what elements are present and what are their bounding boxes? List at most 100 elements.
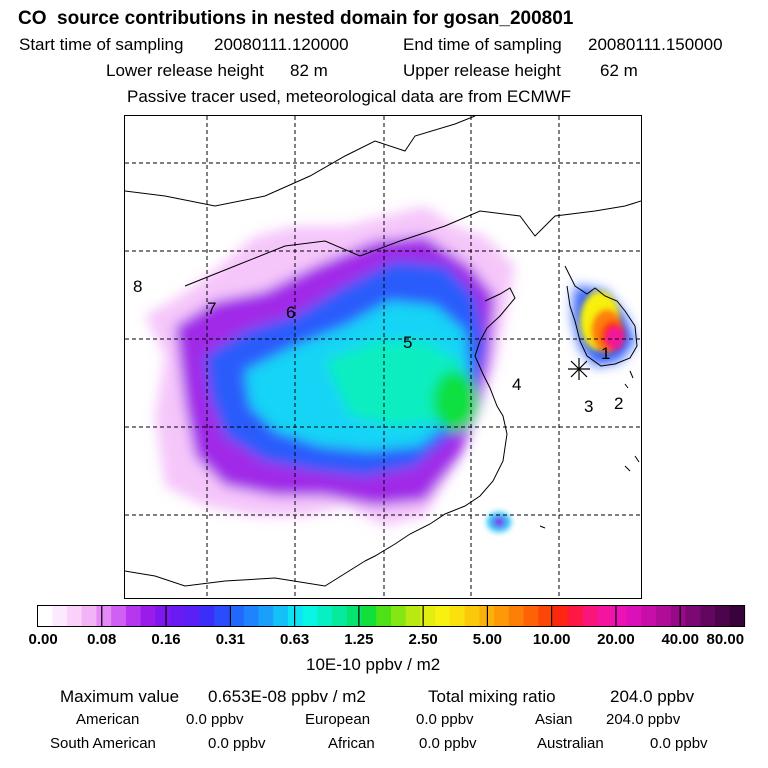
colorbar-swatch xyxy=(199,605,215,627)
colorbar-swatch xyxy=(376,605,392,627)
african-value: 0.0 ppbv xyxy=(419,735,477,752)
colorbar-swatch xyxy=(538,605,554,627)
taiwan-blob-core xyxy=(493,517,505,527)
map-panel: 1 2 3 4 5 6 7 8 xyxy=(124,115,642,599)
colorbar-swatch xyxy=(111,605,127,627)
colorbar-swatch xyxy=(52,605,68,627)
colorbar-swatch xyxy=(626,605,642,627)
colorbar-swatch xyxy=(494,605,510,627)
colorbar-tick-label: 1.25 xyxy=(344,631,374,648)
upper-height-label: Upper release height xyxy=(403,61,561,80)
colorbar-tick-label: 10.00 xyxy=(532,631,571,648)
colorbar-swatch xyxy=(140,605,156,627)
colorbar-swatch xyxy=(155,605,171,627)
max-value-label: Maximum value xyxy=(60,687,180,706)
colorbar-swatch xyxy=(597,605,613,627)
australian-label: Australian xyxy=(537,735,604,752)
colorbar-swatch xyxy=(37,605,53,627)
colorbar-swatch xyxy=(184,605,201,627)
colorbar-swatch xyxy=(700,605,716,627)
map-svg: 1 2 3 4 5 6 7 8 xyxy=(124,115,642,598)
australian-value: 0.0 ppbv xyxy=(650,735,708,752)
colorbar xyxy=(37,605,746,627)
colorbar-swatch xyxy=(332,605,348,627)
colorbar-swatch xyxy=(420,605,436,627)
colorbar-swatch xyxy=(729,605,746,627)
colorbar-swatch xyxy=(317,605,333,627)
colorbar-swatch xyxy=(435,605,451,627)
colorbar-swatch xyxy=(656,605,672,627)
colorbar-swatch xyxy=(243,605,260,627)
region-label-2: 2 xyxy=(614,394,623,413)
colorbar-swatch xyxy=(287,605,304,627)
region-label-5: 5 xyxy=(403,333,412,352)
concentration-field xyxy=(145,206,635,532)
colorbar-tick-marks xyxy=(101,605,681,627)
colorbar-swatch xyxy=(125,605,142,627)
colorbar-tick-label: 0.31 xyxy=(215,631,245,648)
colorbar-tick-label: 0.63 xyxy=(279,631,310,648)
field-green-core xyxy=(433,371,477,431)
colorbar-tick-label: 0.16 xyxy=(151,631,181,648)
south-american-label: South American xyxy=(50,735,156,752)
lower-height-value: 82 m xyxy=(290,61,328,80)
colorbar-swatch xyxy=(508,605,525,627)
european-label: European xyxy=(305,711,371,728)
colorbar-swatch xyxy=(670,605,687,627)
african-label: African xyxy=(328,735,375,752)
end-time-label: End time of sampling xyxy=(403,35,562,54)
colorbar-tick-label: 2.50 xyxy=(408,631,438,648)
colorbar-swatch xyxy=(523,605,539,627)
upper-height-value: 62 m xyxy=(600,61,638,80)
colorbar-swatch xyxy=(346,605,363,627)
colorbar-tick-label: 0.08 xyxy=(87,631,117,648)
grid-lines xyxy=(125,116,641,598)
field-teal xyxy=(325,341,465,426)
colorbar-swatches xyxy=(37,605,746,627)
colorbar-tick-label: 40.00 xyxy=(661,631,699,648)
region-label-4: 4 xyxy=(512,375,521,394)
colorbar-swatch xyxy=(449,605,466,627)
colorbar-swatch xyxy=(553,605,569,627)
start-time-value: 20080111.120000 xyxy=(214,35,349,54)
region-label-1: 1 xyxy=(601,344,610,363)
colorbar-swatch xyxy=(214,605,230,627)
colorbar-tick-label: 20.00 xyxy=(597,631,635,648)
colorbar-swatch xyxy=(582,605,598,627)
american-value: 0.0 ppbv xyxy=(186,711,244,728)
colorbar-swatch xyxy=(81,605,98,627)
colorbar-swatch xyxy=(685,605,701,627)
colorbar-units: 10E-10 ppbv / m2 xyxy=(306,655,441,674)
start-time-label: Start time of sampling xyxy=(19,35,184,54)
colorbar-swatch xyxy=(361,605,377,627)
region-label-8: 8 xyxy=(133,277,142,296)
colorbar-swatch xyxy=(715,605,731,627)
receptor-asterisk-icon xyxy=(568,358,590,380)
region-label-3: 3 xyxy=(584,397,593,416)
end-time-value: 20080111.150000 xyxy=(588,35,723,54)
colorbar-swatch xyxy=(567,605,584,627)
colorbar-swatch xyxy=(258,605,274,627)
colorbar-swatch xyxy=(273,605,289,627)
korea-magenta xyxy=(607,328,623,348)
region-label-7: 7 xyxy=(207,299,216,318)
colorbar-swatch xyxy=(391,605,407,627)
colorbar-tick-label: 0.00 xyxy=(28,631,58,648)
region-label-6: 6 xyxy=(286,303,295,322)
south-american-value: 0.0 ppbv xyxy=(208,735,266,752)
colorbar-tick-label: 5.00 xyxy=(472,631,503,648)
total-mixing-label: Total mixing ratio xyxy=(428,687,556,706)
colorbar-tick-label: 80.00 xyxy=(706,631,745,648)
page-title: CO source contributions in nested domain… xyxy=(18,8,574,29)
european-value: 0.0 ppbv xyxy=(416,711,474,728)
tracer-note: Passive tracer used, meteorological data… xyxy=(127,87,572,106)
asian-label: Asian xyxy=(535,711,573,728)
colorbar-swatch xyxy=(464,605,480,627)
colorbar-swatch xyxy=(641,605,657,627)
max-value: 0.653E-08 ppbv / m2 xyxy=(208,687,366,706)
coastlines xyxy=(124,115,642,587)
colorbar-swatch xyxy=(66,605,83,627)
total-mixing-value: 204.0 ppbv xyxy=(610,687,695,706)
colorbar-swatch xyxy=(611,605,628,627)
colorbar-swatch xyxy=(405,605,422,627)
